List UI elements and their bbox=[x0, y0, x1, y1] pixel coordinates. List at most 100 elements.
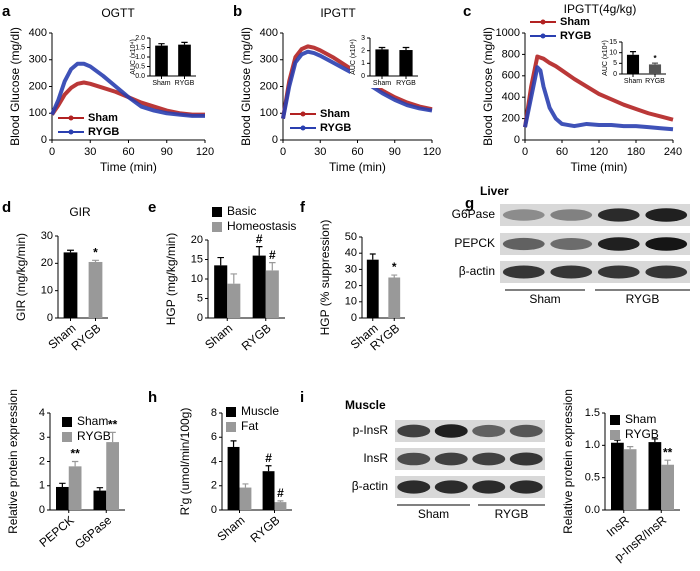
blot-band bbox=[509, 480, 543, 494]
y-tick-label: 20 bbox=[345, 280, 357, 292]
blot-band bbox=[502, 209, 545, 221]
bar bbox=[88, 261, 103, 318]
x-tick-label: Sham bbox=[624, 78, 642, 85]
blot-row-label: β-actin bbox=[352, 479, 388, 493]
legend-swatch bbox=[62, 432, 72, 442]
blot-band bbox=[397, 452, 431, 466]
y-axis-label: Blood Glucose (mg/dl) bbox=[481, 27, 495, 146]
blot-row-label: p-InsR bbox=[353, 423, 389, 437]
y-tick-label: 15 bbox=[191, 253, 203, 265]
blot-row-label: PEPCK bbox=[454, 236, 495, 250]
y-tick-label: 5 bbox=[613, 60, 617, 67]
y-tick-label: 10 bbox=[345, 296, 357, 308]
x-tick-label: 90 bbox=[389, 146, 401, 158]
blot-band bbox=[397, 480, 431, 494]
x-axis-label: Time (min) bbox=[329, 160, 386, 174]
y-tick-label: 0 bbox=[272, 134, 278, 146]
significance-mark: ** bbox=[663, 445, 673, 459]
y-axis-label: R'g (umol/min/100g) bbox=[178, 408, 192, 516]
y-tick-label: 100 bbox=[260, 107, 278, 119]
blot-band bbox=[597, 265, 640, 279]
legend-label: Homeostasis bbox=[227, 219, 296, 233]
blot-strip bbox=[500, 204, 690, 226]
y-axis-label: HGP (mg/kg/min) bbox=[164, 233, 178, 325]
legend-label: Sham bbox=[560, 16, 590, 28]
y-tick-label: 0 bbox=[361, 73, 365, 80]
blot-band bbox=[509, 424, 543, 438]
group-label: RYGB bbox=[495, 507, 529, 521]
bar bbox=[106, 442, 119, 510]
y-tick-label: 4 bbox=[39, 407, 45, 419]
y-tick-label: 0 bbox=[351, 312, 357, 324]
y-tick-label: 0 bbox=[514, 134, 520, 146]
bar bbox=[661, 464, 674, 510]
bar bbox=[214, 265, 228, 318]
error-bar bbox=[651, 438, 659, 443]
significance-mark: # bbox=[256, 232, 263, 246]
error-bar bbox=[71, 460, 79, 467]
blot-band bbox=[550, 238, 593, 250]
legend-label: Fat bbox=[241, 419, 259, 433]
y-tick-label: 20 bbox=[41, 257, 53, 269]
y-tick-label: 400 bbox=[260, 27, 278, 39]
bar bbox=[375, 49, 389, 76]
blot-band bbox=[550, 209, 593, 221]
y-tick-label: 10 bbox=[191, 273, 203, 285]
legend-label: Sham bbox=[88, 112, 118, 124]
x-tick-label: RYGB bbox=[248, 513, 283, 545]
error-bar bbox=[109, 431, 116, 443]
bar bbox=[63, 252, 78, 318]
panel-letter: g bbox=[465, 195, 474, 212]
series-line bbox=[281, 49, 433, 119]
bar bbox=[648, 442, 662, 510]
y-tick-label: 0 bbox=[211, 504, 217, 516]
error-bar bbox=[181, 41, 188, 45]
legend-label: RYGB bbox=[625, 427, 659, 441]
blot-band bbox=[597, 237, 640, 251]
error-bar bbox=[614, 439, 621, 443]
blot-band bbox=[472, 480, 506, 494]
x-tick-label: Sham bbox=[152, 80, 170, 87]
blot-band bbox=[645, 208, 688, 222]
blot-band bbox=[397, 424, 431, 438]
y-axis-label: AUC (x10⁴) bbox=[130, 39, 137, 75]
error-bar bbox=[265, 465, 272, 472]
blot-band bbox=[645, 265, 688, 279]
x-tick-label: 180 bbox=[627, 146, 645, 158]
chart-title: IPGTT(4g/kg) bbox=[564, 2, 637, 16]
y-tick-label: 800 bbox=[502, 48, 520, 60]
y-tick-label: 40 bbox=[345, 247, 357, 259]
bar bbox=[648, 64, 662, 74]
error-bar bbox=[626, 446, 634, 450]
legend-swatch bbox=[226, 422, 236, 432]
blot-band bbox=[472, 424, 506, 438]
significance-mark: ** bbox=[108, 418, 118, 432]
error-bar bbox=[242, 483, 249, 488]
y-tick-label: 6 bbox=[211, 431, 217, 443]
y-tick-label: 1 bbox=[39, 480, 45, 492]
panel-letter: a bbox=[2, 3, 11, 20]
y-tick-label: 8 bbox=[211, 407, 217, 419]
blot-row-label: G6Pase bbox=[452, 207, 496, 221]
error-bar bbox=[158, 43, 165, 46]
y-axis-label: Relative protein expression bbox=[6, 389, 20, 534]
panel-letter: b bbox=[233, 3, 242, 20]
error-bar bbox=[277, 500, 284, 503]
legend-marker bbox=[540, 19, 546, 25]
x-tick-label: 30 bbox=[84, 146, 96, 158]
legend-swatch bbox=[212, 207, 222, 217]
significance-mark: # bbox=[269, 248, 276, 262]
blot-strip bbox=[395, 420, 545, 442]
legend-marker bbox=[68, 115, 74, 121]
x-tick-label: RYGB bbox=[175, 80, 195, 87]
x-tick-label: 90 bbox=[161, 146, 173, 158]
y-tick-label: 600 bbox=[502, 70, 520, 82]
blot-row-label: β-actin bbox=[459, 264, 495, 278]
legend-label: Muscle bbox=[241, 404, 279, 418]
y-tick-label: 2 bbox=[361, 48, 365, 55]
error-bar bbox=[230, 273, 238, 284]
blot-strip bbox=[395, 476, 545, 498]
legend-label: Sham bbox=[625, 412, 656, 426]
error-bar bbox=[629, 51, 637, 55]
bar bbox=[623, 449, 637, 510]
